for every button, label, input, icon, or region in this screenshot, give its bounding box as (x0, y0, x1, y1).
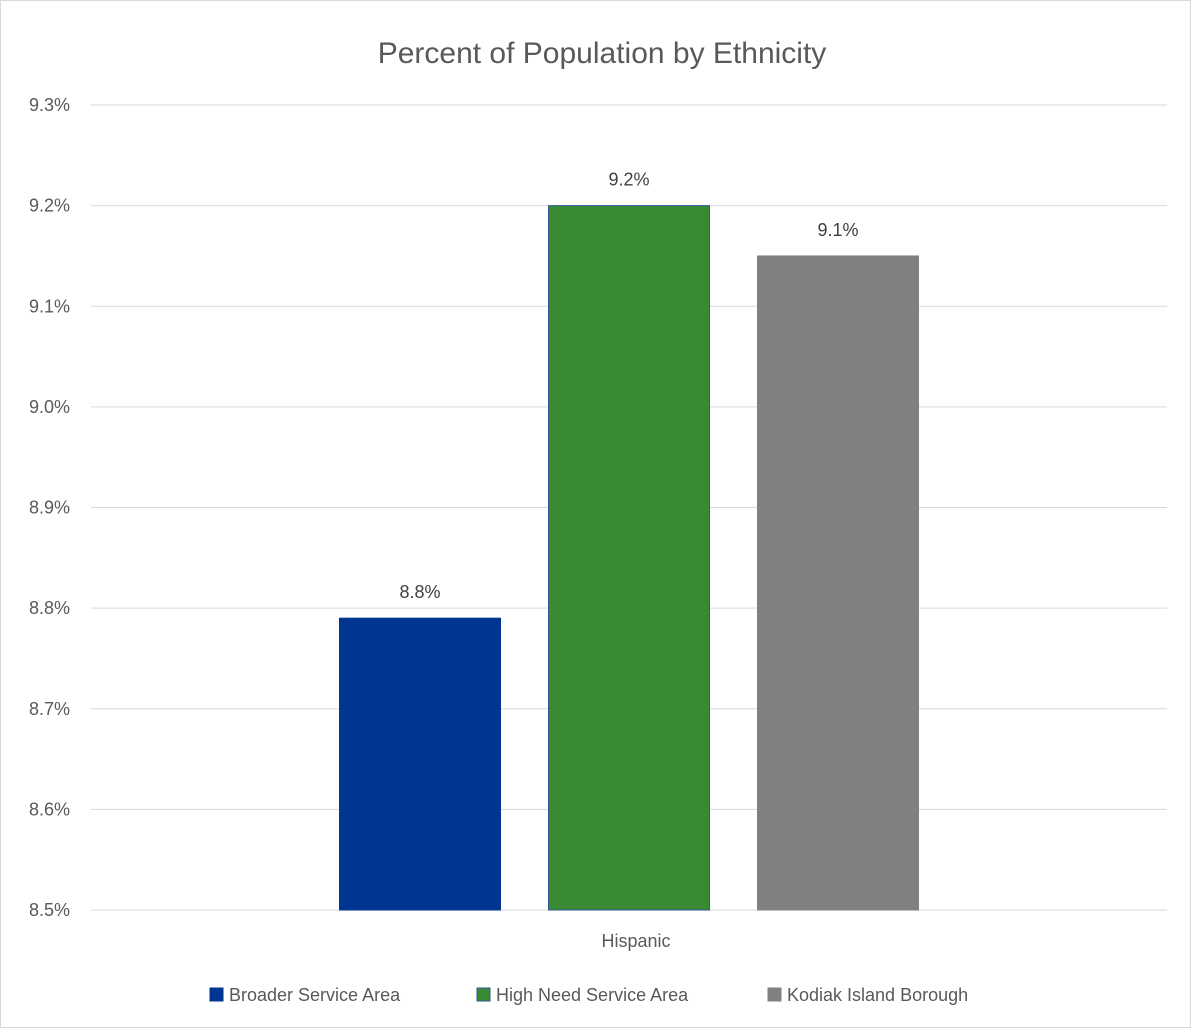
legend-swatch (767, 987, 782, 1002)
x-axis-tick-labels: Hispanic (601, 931, 670, 951)
data-label: 8.8% (399, 582, 440, 602)
y-tick-label: 9.2% (29, 196, 70, 216)
y-tick-label: 9.0% (29, 397, 70, 417)
data-labels: 8.8% 9.2% 9.1% (399, 170, 858, 603)
data-label: 9.2% (608, 170, 649, 190)
legend-swatch (209, 987, 224, 1002)
y-tick-label: 9.1% (29, 296, 70, 316)
y-tick-label: 9.3% (29, 95, 70, 115)
legend: Broader Service Area High Need Service Ar… (209, 985, 968, 1005)
chart-title: Percent of Population by Ethnicity (378, 37, 827, 70)
y-axis-tick-labels: 8.5% 8.6% 8.7% 8.8% 8.9% 9.0% 9.1% 9.2% 9.3% (29, 95, 70, 920)
legend-label: Broader Service Area (229, 985, 401, 1005)
y-tick-label: 8.5% (29, 900, 70, 920)
data-label: 9.1% (817, 220, 858, 240)
y-tick-label: 8.9% (29, 498, 70, 518)
y-tick-label: 8.7% (29, 699, 70, 719)
bars (339, 205, 919, 911)
y-tick-label: 8.8% (29, 598, 70, 618)
y-tick-label: 8.6% (29, 799, 70, 819)
x-tick-label: Hispanic (601, 931, 670, 951)
bar-broader-service-area (339, 617, 501, 911)
legend-label: Kodiak Island Borough (787, 985, 968, 1005)
bar-kodiak-island-borough (757, 255, 919, 911)
legend-swatch (476, 987, 491, 1002)
bar-high-need-service-area (548, 205, 710, 911)
legend-label: High Need Service Area (496, 985, 689, 1005)
